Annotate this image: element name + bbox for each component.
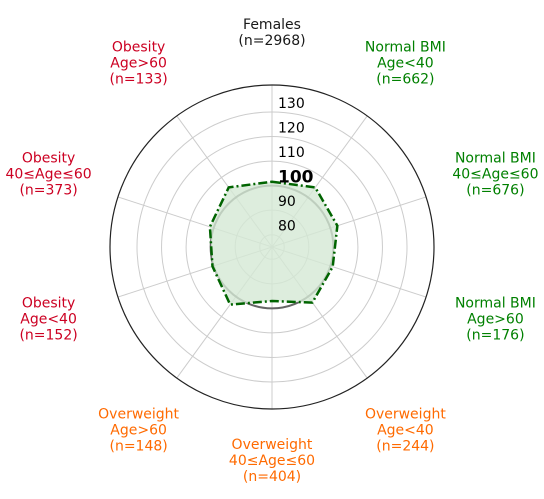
radial-tick-label: 130 <box>278 96 305 112</box>
category-label: Age<40 <box>377 423 434 439</box>
category-label: Normal BMI <box>365 39 446 55</box>
category-label: Age>60 <box>110 55 167 71</box>
radial-tick-label: 110 <box>278 145 305 161</box>
category-label: Age<40 <box>377 55 434 71</box>
category-label: Age<40 <box>20 312 77 328</box>
radial-tick-label: 100 <box>278 168 314 188</box>
category-label: 40≤Age≤60 <box>452 166 538 182</box>
category-label: (n=176) <box>466 328 524 344</box>
category-label: Obesity <box>22 296 75 312</box>
category-label: 40≤Age≤60 <box>229 453 315 469</box>
outer-circle <box>109 84 435 410</box>
category-label: Overweight <box>98 407 179 423</box>
category-label: Obesity <box>22 150 75 166</box>
category-label: (n=244) <box>376 439 434 455</box>
category-label: Normal BMI <box>455 296 536 312</box>
category-label: (n=676) <box>466 182 524 198</box>
category-label: (n=404) <box>243 469 301 485</box>
category-label: (n=373) <box>19 182 77 198</box>
data-area <box>208 180 339 306</box>
category-label: Obesity <box>112 39 165 55</box>
category-label: Overweight <box>365 407 446 423</box>
category-label: (n=2968) <box>238 33 305 49</box>
category-label: Age>60 <box>467 312 524 328</box>
category-label: (n=662) <box>376 71 434 87</box>
category-label: Age>60 <box>110 423 167 439</box>
category-label: 40≤Age≤60 <box>5 166 91 182</box>
category-label: (n=148) <box>109 439 167 455</box>
radial-tick-label: 120 <box>278 121 305 137</box>
category-label: Normal BMI <box>455 150 536 166</box>
radial-tick-label: 90 <box>278 194 296 210</box>
category-label: Overweight <box>232 437 313 453</box>
category-label: Females <box>243 17 301 33</box>
category-label: (n=152) <box>19 328 77 344</box>
radial-tick-label: 80 <box>278 219 296 235</box>
category-label: (n=133) <box>109 71 167 87</box>
